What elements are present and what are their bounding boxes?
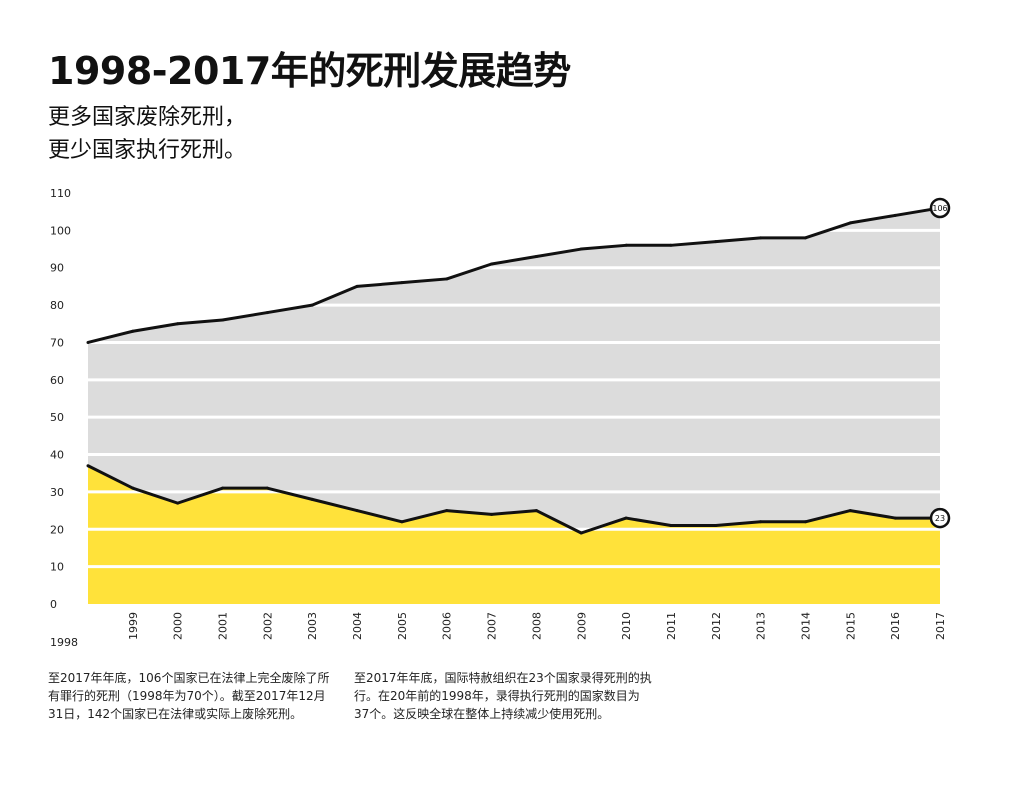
abolished-point bbox=[848, 221, 852, 225]
executing-point bbox=[579, 531, 583, 535]
y-tick-label: 100 bbox=[50, 224, 71, 237]
x-tick-label: 2016 bbox=[889, 612, 902, 640]
abolished-point bbox=[131, 329, 135, 333]
y-tick-label: 40 bbox=[50, 449, 64, 462]
abolished-point bbox=[445, 277, 449, 281]
abolished-point bbox=[221, 318, 225, 322]
executing-end-marker bbox=[929, 507, 951, 529]
y-tick-label: 10 bbox=[50, 561, 64, 574]
x-tick-label: 2014 bbox=[799, 612, 812, 640]
abolished-point bbox=[759, 236, 763, 240]
abolished-point bbox=[400, 281, 404, 285]
y-tick-label: 60 bbox=[50, 374, 64, 387]
y-tick-label: 110 bbox=[50, 187, 71, 200]
abolished-point bbox=[803, 236, 807, 240]
x-tick-label: 2010 bbox=[620, 612, 633, 640]
x-tick-label: 2013 bbox=[755, 612, 768, 640]
abolished-point bbox=[86, 340, 90, 344]
executing-point bbox=[848, 509, 852, 513]
x-tick-label: 2006 bbox=[441, 612, 454, 640]
x-tick-label: 2007 bbox=[486, 612, 499, 640]
executing-point bbox=[624, 516, 628, 520]
x-tick-label: 2003 bbox=[306, 612, 319, 640]
note-abolished: 至2017年年底，106个国家已在法律上完全废除了所有罪行的死刑（1998年为7… bbox=[48, 671, 330, 721]
executing-point bbox=[445, 509, 449, 513]
executing-point bbox=[131, 486, 135, 490]
executing-line bbox=[87, 464, 940, 535]
executing-point bbox=[265, 486, 269, 490]
x-tick-label: 2011 bbox=[665, 612, 678, 640]
executing-point bbox=[221, 486, 225, 490]
x-tick-label: 2002 bbox=[261, 612, 274, 640]
x-tick-label: 2017 bbox=[934, 612, 947, 640]
x-tick-label: 2001 bbox=[217, 612, 230, 640]
data-label: 106 bbox=[932, 204, 947, 213]
abolished-point bbox=[669, 243, 673, 247]
subtitle-line-2: 更少国家执行死刑。 bbox=[48, 138, 247, 163]
executing-point bbox=[759, 520, 763, 524]
note-executions: 至2017年年底，国际特赦组织在23个国家录得死刑的执行。在20年前的1998年… bbox=[354, 671, 652, 721]
executing-point bbox=[714, 524, 718, 528]
x-tick-label: 2000 bbox=[172, 612, 185, 640]
abolished-end-marker bbox=[929, 197, 951, 219]
chart-title: 1998-2017年的死刑发展趋势 bbox=[48, 49, 571, 93]
executing-point bbox=[176, 501, 180, 505]
x-tick-label: 2004 bbox=[351, 612, 364, 640]
y-tick-label: 30 bbox=[50, 486, 64, 499]
x-tick-label: 2012 bbox=[710, 612, 723, 640]
executing-point bbox=[86, 464, 90, 468]
y-tick-label: 70 bbox=[50, 336, 64, 349]
executing-point bbox=[803, 520, 807, 524]
x-tick-label: 2008 bbox=[530, 612, 543, 640]
y-tick-label: 80 bbox=[50, 299, 64, 312]
executing-area bbox=[88, 465, 940, 604]
abolished-line bbox=[87, 206, 941, 344]
abolished-point bbox=[579, 247, 583, 251]
abolished-point bbox=[265, 311, 269, 315]
chart-subtitle: 更多国家废除死刑， 更少国家执行死刑。 bbox=[48, 101, 246, 167]
executing-point bbox=[490, 512, 494, 516]
data-label: 23 bbox=[935, 514, 945, 523]
y-tick-label: 0 bbox=[50, 598, 57, 611]
executing-point bbox=[310, 497, 314, 501]
executing-point bbox=[534, 509, 538, 513]
abolished-point bbox=[714, 240, 718, 244]
y-tick-label: 20 bbox=[50, 523, 64, 536]
abolished-point bbox=[355, 284, 359, 288]
executing-point bbox=[355, 509, 359, 513]
abolished-point bbox=[176, 322, 180, 326]
executing-point bbox=[669, 524, 673, 528]
y-tick-label: 50 bbox=[50, 411, 64, 424]
executing-point bbox=[893, 516, 897, 520]
x-tick-label: 2005 bbox=[396, 612, 409, 640]
x-tick-label: 1998 bbox=[50, 636, 78, 649]
abolished-point bbox=[534, 255, 538, 259]
x-tick-label: 2015 bbox=[844, 612, 857, 640]
y-tick-label: 90 bbox=[50, 262, 64, 275]
x-tick-label: 2009 bbox=[575, 612, 588, 640]
abolished-point bbox=[310, 303, 314, 307]
abolished-point bbox=[624, 243, 628, 247]
subtitle-line-1: 更多国家废除死刑， bbox=[48, 105, 247, 130]
abolished-point bbox=[490, 262, 494, 266]
x-tick-label: 1999 bbox=[127, 612, 140, 640]
executing-point bbox=[400, 520, 404, 524]
abolished-point bbox=[893, 213, 897, 217]
